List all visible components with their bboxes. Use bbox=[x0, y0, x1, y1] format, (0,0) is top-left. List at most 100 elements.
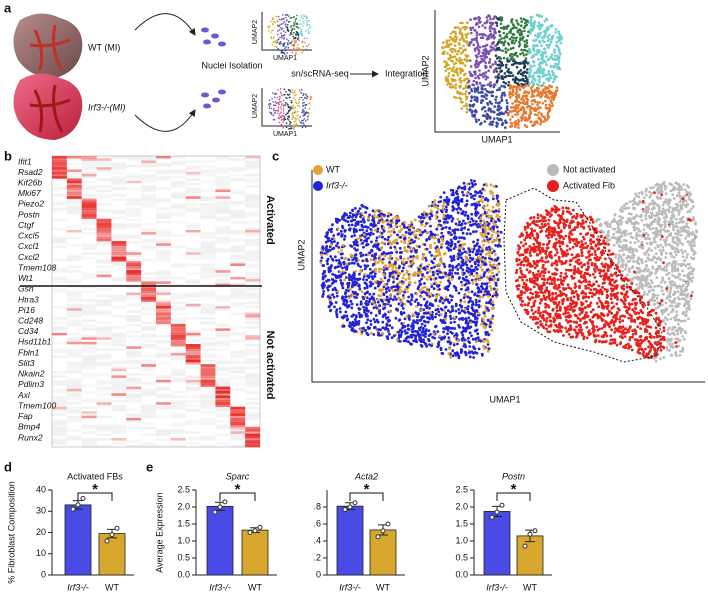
umap-dot bbox=[424, 259, 428, 262]
umap-dot bbox=[479, 274, 482, 278]
umap-dot bbox=[410, 324, 414, 328]
heatmap-cell bbox=[141, 164, 156, 168]
heatmap-cell bbox=[96, 252, 112, 255]
heatmap-cell bbox=[126, 314, 142, 318]
umap-dot bbox=[446, 221, 449, 224]
heatmap-cell bbox=[200, 189, 216, 193]
heatmap-cell bbox=[215, 185, 231, 188]
heatmap-cell bbox=[111, 339, 127, 343]
umap-dot bbox=[320, 256, 324, 260]
umap-dot bbox=[521, 285, 525, 289]
umap-dot bbox=[403, 237, 407, 240]
umap-dot bbox=[488, 318, 492, 321]
umap-dot bbox=[374, 241, 378, 245]
umap-dot bbox=[479, 232, 483, 235]
umap-dot bbox=[369, 284, 372, 288]
umap-dot bbox=[382, 307, 385, 311]
umap-dot bbox=[380, 298, 384, 302]
umap-dot bbox=[628, 306, 631, 310]
umap-dot bbox=[642, 269, 646, 273]
heatmap-cell bbox=[141, 223, 156, 226]
umap-dot bbox=[640, 296, 643, 300]
umap-dot bbox=[400, 280, 404, 283]
heatmap-cell bbox=[245, 348, 260, 352]
heatmap-cell bbox=[170, 263, 186, 266]
umap-dot bbox=[466, 327, 469, 330]
heatmap-cell bbox=[52, 194, 67, 197]
umap-dot bbox=[523, 228, 527, 231]
umap-dot bbox=[553, 246, 557, 250]
umap-dot bbox=[394, 316, 398, 320]
umap-dot bbox=[408, 318, 411, 321]
heatmap-cell bbox=[170, 196, 186, 199]
heatmap-cell bbox=[126, 294, 142, 298]
umap-dot bbox=[336, 241, 340, 245]
heatmap-cell bbox=[96, 426, 112, 430]
umap-dot bbox=[427, 275, 431, 278]
heatmap-cell bbox=[245, 444, 260, 448]
heatmap-cell bbox=[66, 393, 82, 396]
umap-dot bbox=[470, 247, 474, 251]
umap-dot bbox=[366, 318, 370, 322]
umap-dot bbox=[439, 312, 443, 316]
heatmap-cell bbox=[81, 220, 97, 224]
umap-dot bbox=[667, 313, 670, 316]
heatmap-cell bbox=[170, 355, 186, 358]
umap-dot bbox=[365, 299, 368, 303]
heatmap-cell bbox=[185, 395, 201, 399]
heatmap-cell bbox=[245, 274, 260, 278]
heatmap-cell bbox=[141, 196, 156, 199]
umap-dot bbox=[451, 209, 455, 212]
umap-dot bbox=[437, 238, 440, 242]
heatmap-cell bbox=[111, 198, 127, 202]
umap-dot bbox=[442, 226, 445, 230]
heatmap-cell bbox=[200, 272, 216, 275]
umap-dot bbox=[681, 251, 684, 255]
umap-dot bbox=[608, 222, 612, 226]
umap-dot bbox=[415, 244, 419, 248]
umap-dot bbox=[459, 349, 463, 352]
umap-dot bbox=[379, 294, 383, 298]
umap-dot bbox=[441, 207, 445, 211]
umap-dot bbox=[660, 289, 664, 293]
umap-dot bbox=[373, 254, 377, 257]
heatmap-cell bbox=[170, 379, 186, 383]
heatmap-cell bbox=[52, 348, 67, 352]
heart-wt bbox=[13, 13, 83, 79]
heatmap-cell bbox=[111, 438, 127, 441]
umap-dot bbox=[653, 299, 657, 303]
umap-dot bbox=[420, 277, 423, 281]
umap-dot bbox=[450, 277, 454, 281]
umap-dot bbox=[335, 259, 338, 262]
umap-dot bbox=[600, 253, 604, 257]
umap-dot bbox=[383, 254, 387, 258]
umap-dot bbox=[663, 221, 667, 225]
heatmap-cell bbox=[66, 292, 82, 296]
umap-dot bbox=[427, 329, 431, 333]
umap-dot bbox=[552, 329, 556, 332]
heatmap-cell bbox=[245, 279, 260, 282]
umap-dot bbox=[370, 275, 374, 279]
umap-dot bbox=[480, 282, 484, 285]
umap-dot bbox=[435, 210, 439, 214]
umap-dot bbox=[570, 291, 574, 295]
heatmap-cell bbox=[126, 303, 142, 307]
umap-dot bbox=[456, 268, 460, 271]
umap-dot bbox=[345, 315, 348, 318]
umap-dot bbox=[431, 270, 435, 274]
umap-dot bbox=[446, 309, 450, 312]
umap-dot bbox=[363, 308, 366, 312]
umap-dot bbox=[407, 245, 410, 249]
heatmap-cell bbox=[215, 305, 231, 309]
big-umap-axes bbox=[434, 10, 560, 133]
heatmap-cell bbox=[230, 220, 246, 224]
umap-dot bbox=[487, 240, 491, 244]
heatmap-cell bbox=[156, 187, 171, 190]
heatmap-cell bbox=[156, 323, 171, 327]
umap-dot bbox=[590, 295, 594, 298]
heatmap-cell bbox=[111, 276, 127, 280]
heatmap-cell bbox=[200, 171, 216, 175]
heatmap-cell bbox=[170, 301, 186, 305]
heatmap-cell bbox=[141, 303, 156, 307]
umap-dot bbox=[427, 236, 431, 239]
